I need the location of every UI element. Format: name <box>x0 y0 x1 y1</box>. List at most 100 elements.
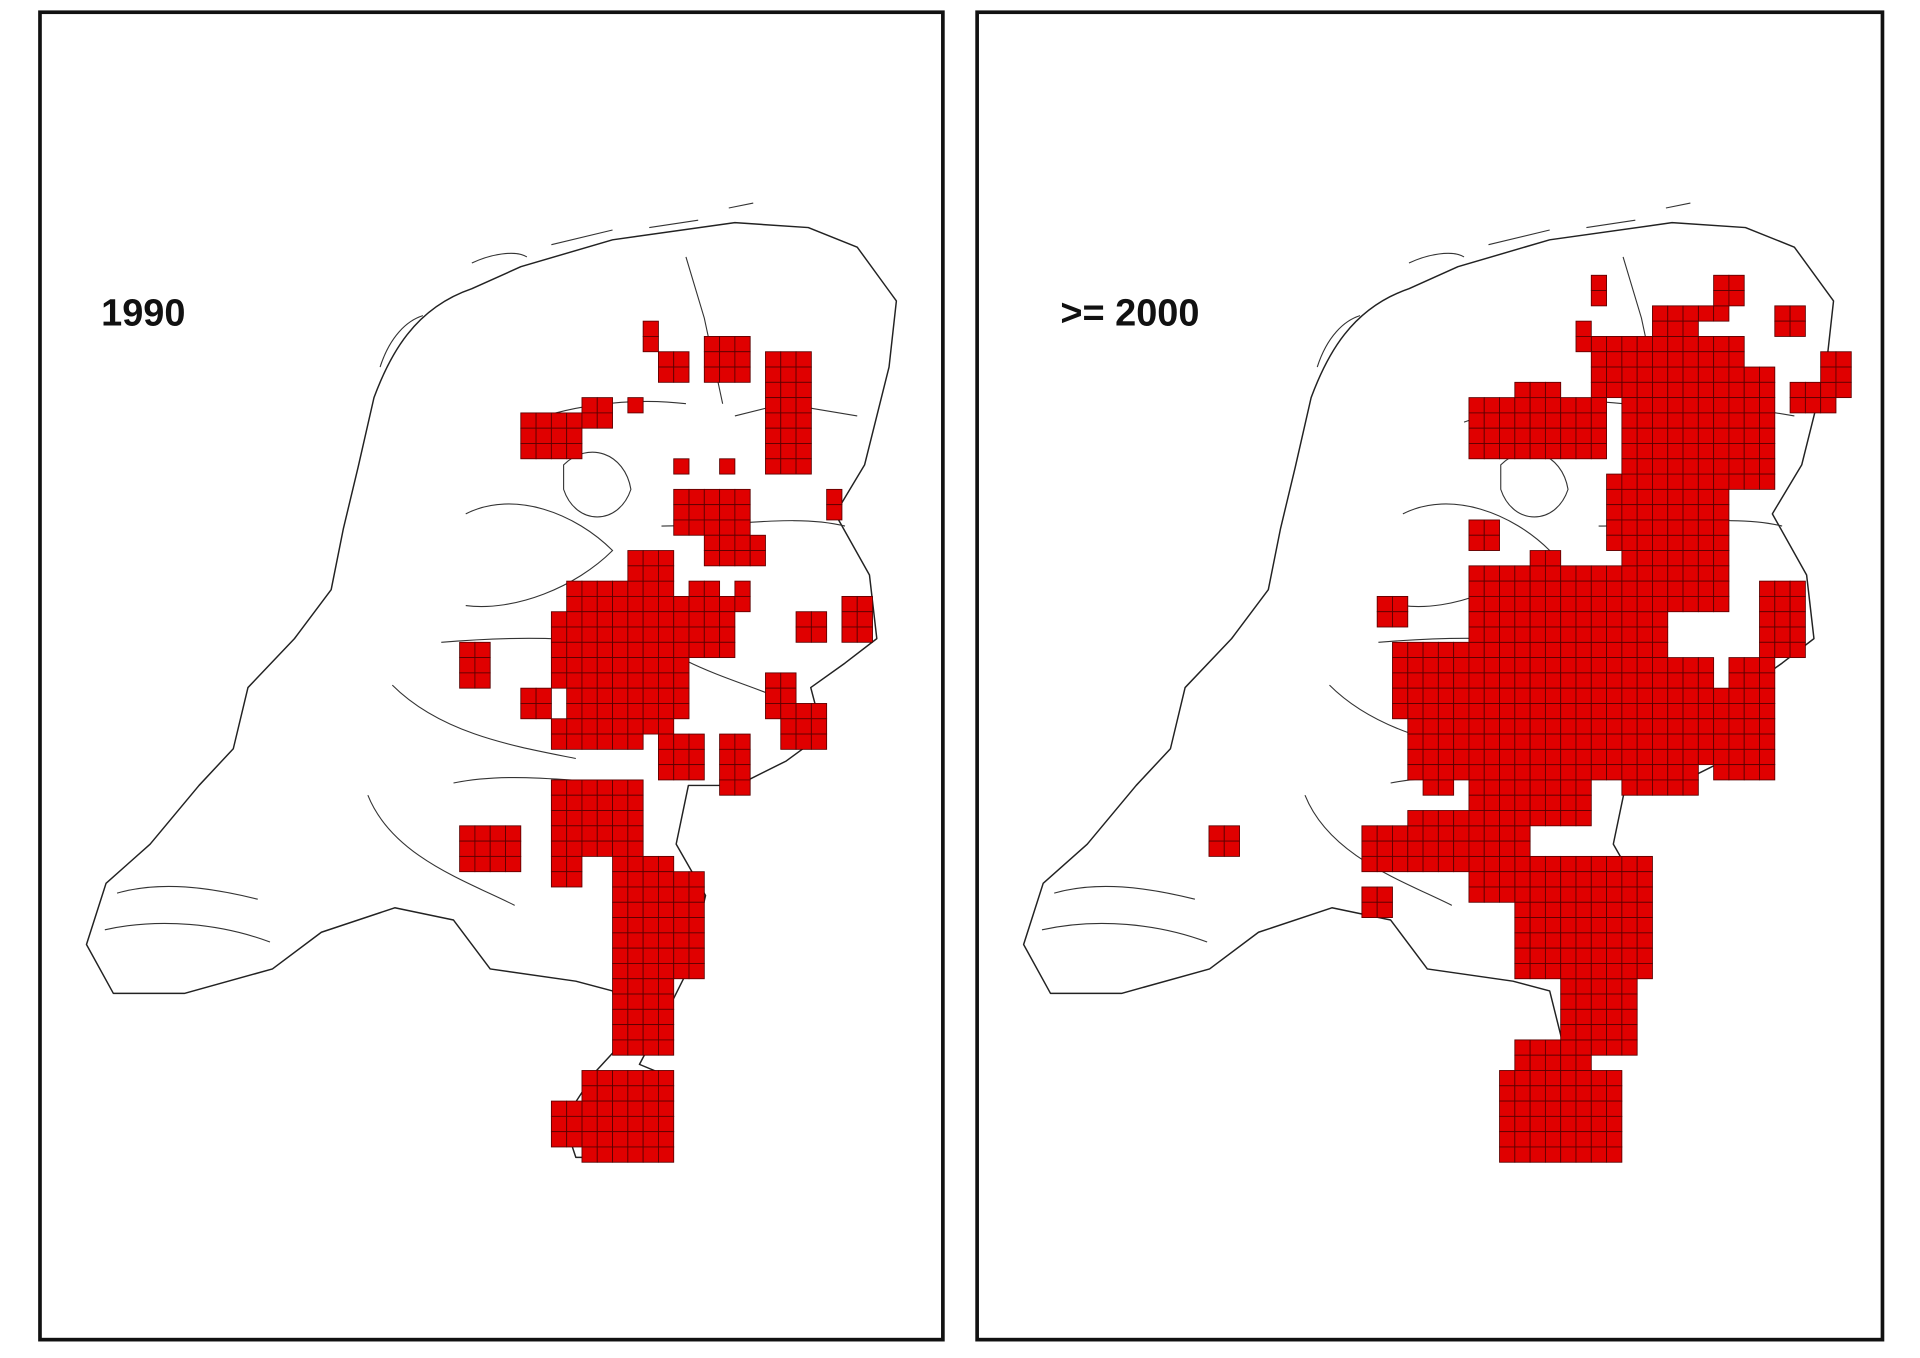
grid-cell <box>612 794 629 811</box>
grid-cell <box>688 504 705 521</box>
grid-cell <box>566 611 583 628</box>
grid-cell <box>1590 381 1608 399</box>
grid-cell <box>1590 1008 1608 1026</box>
grid-cell <box>1759 366 1776 383</box>
grid-cell <box>1713 504 1730 521</box>
grid-cell <box>1713 351 1730 368</box>
grid-cell <box>856 595 873 613</box>
grid-cell <box>765 672 782 689</box>
grid-cell <box>1590 443 1608 460</box>
grid-cell <box>596 641 613 659</box>
grid-cell <box>1759 443 1776 460</box>
grid-cell <box>1759 397 1776 414</box>
grid-cell <box>780 397 797 414</box>
grid-cell <box>657 1008 675 1026</box>
grid-cell <box>612 886 629 903</box>
grid-cell <box>1529 427 1546 444</box>
grid-cell <box>657 932 675 949</box>
grid-cell <box>1575 810 1592 827</box>
grid-cell <box>765 381 782 399</box>
grid-cell <box>642 1100 659 1117</box>
grid-cell <box>642 320 659 337</box>
grid-cell <box>1652 748 1669 766</box>
grid-cell <box>1499 412 1516 429</box>
grid-cell <box>780 366 797 383</box>
grid-cell <box>657 978 675 995</box>
grid-cell <box>612 779 629 796</box>
grid-cell <box>1575 932 1592 949</box>
grid-cell <box>1652 366 1669 383</box>
grid-cell <box>1529 595 1546 613</box>
grid-cell <box>1759 412 1776 429</box>
grid-cell <box>566 687 583 704</box>
grid-cell <box>1743 473 1760 490</box>
grid-cell <box>719 488 736 506</box>
grid-cell <box>581 779 598 796</box>
grid-cell <box>612 733 629 750</box>
grid-cell <box>1544 412 1562 429</box>
grid-cell <box>550 1100 568 1117</box>
grid-cell <box>1499 626 1516 643</box>
grid-cell <box>1728 458 1745 475</box>
grid-cell <box>810 611 828 628</box>
grid-cell <box>1468 733 1485 750</box>
grid-cell <box>1590 641 1608 659</box>
grid-cell <box>734 336 751 353</box>
grid-cell <box>1590 274 1608 291</box>
grid-cell <box>1652 687 1669 704</box>
grid-cell <box>1560 1100 1577 1117</box>
grid-cell <box>780 427 797 444</box>
grid-cell <box>1804 397 1822 414</box>
grid-cell <box>627 825 644 842</box>
grid-cell <box>673 595 690 613</box>
grid-cell <box>642 932 659 949</box>
grid-cell <box>596 733 613 750</box>
grid-cell <box>1575 611 1592 628</box>
grid-cell <box>1514 855 1531 873</box>
grid-cell <box>1820 381 1837 399</box>
grid-cell <box>642 886 659 903</box>
grid-cell <box>1697 473 1715 490</box>
grid-cell <box>1652 427 1669 444</box>
grid-cell <box>1713 427 1730 444</box>
grid-cell <box>642 703 659 720</box>
grid-cell <box>627 580 644 597</box>
grid-cell <box>719 733 736 750</box>
grid-cell <box>1835 381 1852 399</box>
grid-cell <box>1575 657 1592 674</box>
grid-cell <box>1621 855 1638 873</box>
grid-cell <box>1606 1008 1623 1026</box>
grid-cell <box>627 657 644 674</box>
grid-cell <box>1529 565 1546 582</box>
grid-cell <box>474 672 491 689</box>
grid-cell <box>566 641 583 659</box>
grid-cell <box>1621 1008 1638 1026</box>
grid-cell <box>1544 565 1562 582</box>
grid-cell <box>612 1085 629 1102</box>
grid-cell <box>1483 810 1500 827</box>
grid-cell <box>810 733 828 750</box>
grid-cell <box>1636 703 1653 720</box>
grid-cell <box>1728 443 1745 460</box>
grid-cell <box>1682 351 1699 368</box>
grid-cell <box>1529 626 1546 643</box>
grid-cell <box>734 519 751 536</box>
grid-cell <box>1453 733 1470 750</box>
grid-cell <box>1652 733 1669 750</box>
grid-cell <box>1529 580 1546 597</box>
grid-cell <box>1544 1131 1562 1148</box>
grid-cell <box>703 488 721 506</box>
grid-cell <box>1820 351 1837 368</box>
grid-cell <box>1652 381 1669 399</box>
grid-cell <box>550 733 568 750</box>
grid-cell <box>1713 488 1730 506</box>
grid-cell <box>1667 412 1684 429</box>
grid-cell <box>1422 672 1439 689</box>
grid-cell <box>1514 810 1531 827</box>
grid-cell <box>1667 580 1684 597</box>
grid-cell <box>1682 519 1699 536</box>
grid-cell <box>627 703 644 720</box>
grid-cell <box>1590 595 1608 613</box>
grid-cell <box>1697 305 1715 322</box>
grid-cell <box>719 595 736 613</box>
